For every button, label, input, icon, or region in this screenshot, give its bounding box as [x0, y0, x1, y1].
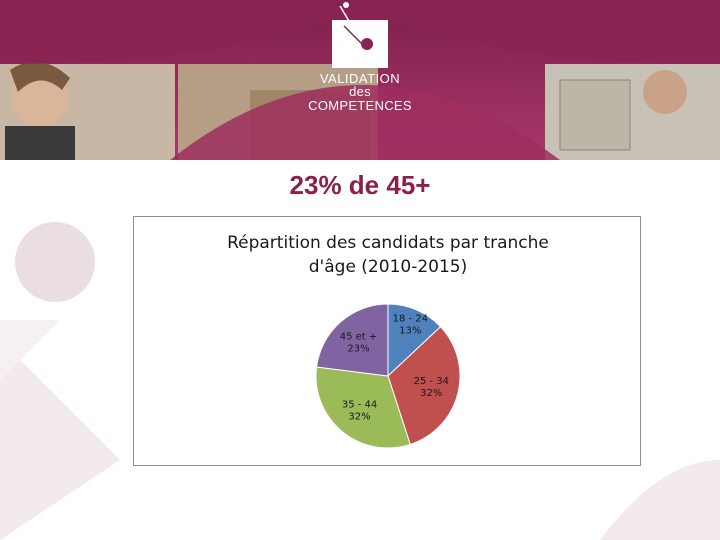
pie-slice-4 — [316, 303, 389, 377]
logo-line1: VALIDATION — [319, 71, 401, 86]
chart-title: Répartition des candidats par tranche d'… — [134, 231, 642, 279]
pie-slice-1 — [387, 303, 442, 378]
slice-percent-label-2: 32% — [420, 388, 442, 399]
chart-title-line2: d'âge (2010-2015) — [308, 257, 468, 277]
slice-percent-label-3: 32% — [348, 411, 370, 422]
slice-category-label-2: 25 - 34 — [414, 376, 449, 387]
chart-title-line1: Répartition des candidats par tranche — [227, 233, 549, 253]
logo-text: VALIDATION des COMPETENCES — [300, 72, 420, 113]
slice-category-label-1: 18 - 24 — [393, 313, 428, 324]
slice-percent-label-4: 23% — [347, 344, 369, 355]
logo-square — [332, 20, 388, 68]
logo-line2: des COMPETENCES — [308, 84, 412, 113]
pie-chart-panel: Répartition des candidats par tranche d'… — [133, 216, 641, 466]
pie-slice-2 — [387, 326, 461, 446]
slice-category-label-3: 35 - 44 — [342, 399, 377, 410]
pie-slice-3 — [315, 366, 411, 449]
slice-percent-label-1: 13% — [399, 325, 421, 336]
background-decoration — [0, 222, 720, 540]
slice-category-label-4: 45 et + — [340, 332, 378, 343]
banner-graphic — [0, 0, 720, 160]
logo-dot — [361, 38, 373, 50]
header-banner: VALIDATION des COMPETENCES — [0, 0, 720, 160]
slide-title: 23% de 45+ — [289, 170, 431, 200]
